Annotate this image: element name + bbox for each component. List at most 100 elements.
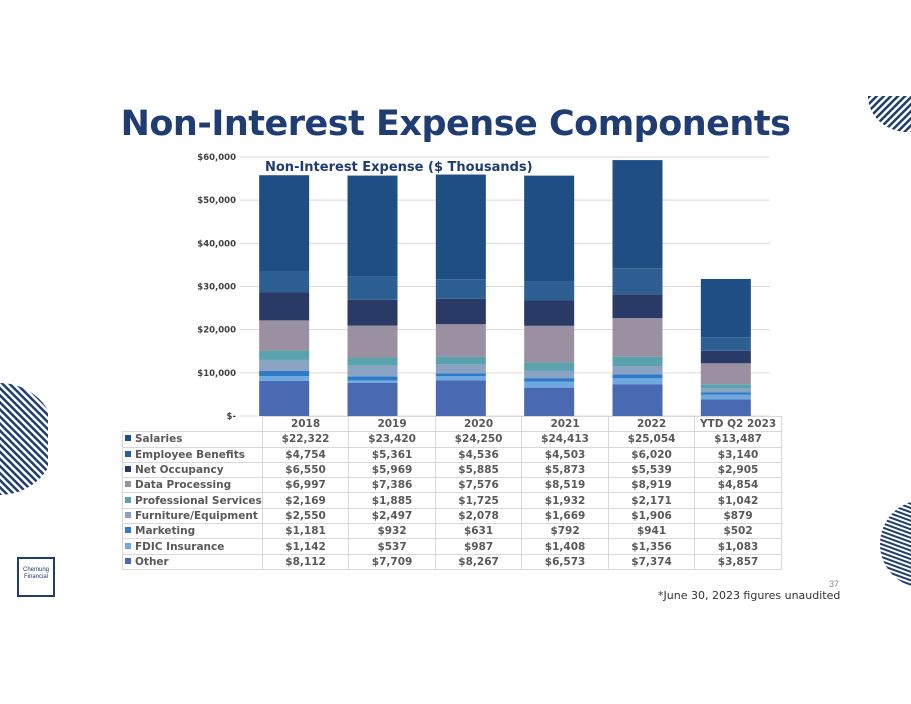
legend-swatch — [125, 527, 131, 534]
y-tick-label: $10,000 — [197, 369, 236, 379]
bar-segment — [347, 325, 398, 358]
table-cell: $7,386 — [348, 477, 436, 494]
bar-segment — [612, 366, 663, 375]
bar-segment — [435, 298, 486, 325]
bar-segment — [524, 325, 575, 363]
table-cell: $2,078 — [434, 507, 523, 525]
table-cell: $537 — [348, 538, 436, 555]
table-cell: $6,573 — [521, 553, 609, 570]
table-cell: $2,550 — [261, 507, 350, 525]
bar-segment — [435, 364, 486, 374]
bar-segment — [700, 363, 751, 385]
legend-swatch — [125, 557, 131, 564]
legend-swatch — [125, 435, 131, 442]
bar-segment — [700, 388, 751, 393]
table-cell: $6,020 — [607, 446, 696, 463]
table-cell: $941 — [607, 523, 696, 540]
legend-swatch — [125, 466, 131, 473]
bar-segment — [524, 381, 575, 388]
slide-title: Non-Interest Expense Components — [120, 104, 791, 144]
legend-swatch — [125, 511, 131, 518]
bar-segment — [435, 356, 486, 365]
table-cell: $4,503 — [521, 446, 609, 463]
table-row: FDIC Insurance $1,142 $537 $987 $1,408 $1,356… — [122, 538, 782, 555]
table-cell: $1,181 — [261, 523, 350, 540]
bar-segment — [700, 350, 751, 364]
table-cell: $4,536 — [434, 446, 523, 463]
table-cell: $6,550 — [261, 461, 350, 479]
bar-segment — [347, 365, 398, 377]
table-cell: $25,054 — [607, 431, 696, 448]
footnote: *June 30, 2023 figures unaudited — [658, 589, 841, 602]
bar-segment — [524, 378, 575, 382]
legend-label: Furniture/Equipment — [135, 509, 258, 522]
bar-segment — [700, 392, 751, 395]
category-label: 2019 — [348, 415, 436, 433]
bar-segment — [700, 384, 751, 389]
legend-label: Other — [135, 555, 169, 568]
page-number: 37 — [829, 579, 840, 589]
bar-segment — [259, 320, 310, 351]
bar-segment — [700, 337, 751, 351]
bar-segment — [347, 276, 398, 300]
table-cell: $1,725 — [434, 492, 523, 509]
bar-segment — [259, 292, 310, 321]
table-cell: $13,487 — [694, 431, 782, 448]
legend-entry: Net Occupancy — [122, 461, 263, 479]
category-label: YTD Q2 2023 — [694, 415, 782, 433]
bar-segment — [612, 294, 663, 319]
legend-swatch — [125, 496, 131, 503]
table-cell: $8,519 — [521, 477, 609, 494]
legend-entry: Professional Services — [122, 492, 263, 509]
table-cell: $7,576 — [434, 477, 523, 494]
bar-segment — [612, 268, 663, 295]
y-tick-label: $60,000 — [197, 153, 236, 163]
legend-entry: Salaries — [122, 431, 263, 448]
legend-swatch — [125, 481, 131, 488]
bar-segment — [347, 382, 398, 416]
table-cell: $1,042 — [694, 492, 782, 509]
y-tick-label: $50,000 — [197, 196, 236, 206]
table-cell: $8,267 — [434, 553, 523, 570]
table-cell: $5,969 — [348, 461, 436, 479]
table-cell: $2,905 — [694, 461, 782, 479]
category-label: 2018 — [261, 415, 350, 433]
table-header-row: 2018 2019 2020 2021 2022 YTD Q2 2023 — [123, 415, 782, 433]
bar-segment — [700, 399, 751, 416]
table-corner — [123, 417, 263, 432]
legend-label: Salaries — [135, 433, 183, 446]
bar-segment — [347, 380, 398, 383]
bar-segment — [612, 384, 663, 416]
bar-segment — [435, 376, 486, 381]
table-cell: $631 — [434, 523, 523, 540]
table-cell: $987 — [434, 538, 523, 555]
bar-segment — [435, 373, 486, 377]
bar-segment — [524, 370, 575, 379]
table-cell: $1,408 — [521, 538, 609, 555]
table-cell: $5,539 — [607, 461, 696, 479]
bar-segment — [259, 271, 310, 293]
bar-segment — [524, 281, 575, 301]
bar-segment — [347, 175, 398, 277]
table-row: Professional Services $2,169 $1,885 $1,725 $… — [122, 492, 782, 509]
table-cell: $1,356 — [607, 538, 696, 555]
table-cell: $23,420 — [348, 431, 436, 448]
bar-segment — [347, 376, 398, 381]
legend-label: Marketing — [135, 525, 196, 538]
bar-segment — [435, 174, 486, 280]
table-cell: $2,169 — [261, 492, 350, 509]
table-cell: $8,112 — [261, 553, 350, 570]
table-row: Net Occupancy $6,550 $5,969 $5,885 $5,873 $5,… — [122, 461, 782, 479]
bar-segment — [524, 175, 575, 282]
decor-stripes-right — [880, 500, 911, 588]
table-cell: $1,885 — [348, 492, 436, 509]
category-label: 2020 — [434, 415, 523, 433]
table-cell: $1,669 — [521, 507, 609, 525]
chart-title: Non-Interest Expense ($ Thousands) — [265, 160, 533, 175]
logo-line1: Chemung — [22, 567, 49, 573]
y-tick-label: $40,000 — [197, 239, 236, 249]
bar-segment — [259, 370, 310, 377]
legend-entry: FDIC Insurance — [122, 538, 263, 555]
table-cell: $792 — [521, 523, 609, 540]
